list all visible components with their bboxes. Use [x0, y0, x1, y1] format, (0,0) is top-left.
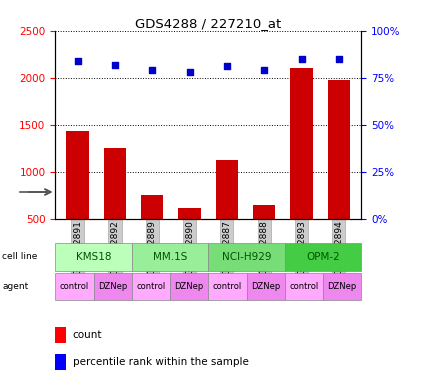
Bar: [141, 195, 164, 266]
Text: count: count: [73, 329, 102, 339]
Bar: [208, 273, 246, 300]
Text: OPM-2: OPM-2: [306, 252, 340, 262]
Text: percentile rank within the sample: percentile rank within the sample: [73, 357, 249, 367]
Bar: [104, 148, 126, 266]
Text: DZNep: DZNep: [98, 282, 127, 291]
Bar: [328, 79, 350, 266]
Text: DZNep: DZNep: [175, 282, 204, 291]
Point: [261, 67, 268, 73]
Text: MM.1S: MM.1S: [153, 252, 187, 262]
Bar: [208, 243, 285, 271]
Bar: [178, 208, 201, 266]
Text: control: control: [289, 282, 318, 291]
Point: [335, 56, 342, 62]
Bar: [66, 131, 89, 266]
Bar: [55, 326, 66, 343]
Bar: [246, 273, 285, 300]
Text: control: control: [60, 282, 89, 291]
Point: [74, 58, 81, 64]
Bar: [285, 243, 361, 271]
Text: cell line: cell line: [2, 252, 37, 262]
Bar: [55, 354, 66, 370]
Point: [298, 56, 305, 62]
Bar: [170, 273, 208, 300]
Bar: [94, 273, 132, 300]
Title: GDS4288 / 227210_at: GDS4288 / 227210_at: [135, 17, 281, 30]
Point: [149, 67, 156, 73]
Point: [186, 69, 193, 75]
Point: [111, 61, 118, 68]
Text: DZNep: DZNep: [328, 282, 357, 291]
Text: NCI-H929: NCI-H929: [222, 252, 271, 262]
Point: [224, 63, 230, 70]
Bar: [285, 273, 323, 300]
Bar: [55, 273, 94, 300]
Bar: [253, 205, 275, 266]
Bar: [132, 243, 208, 271]
Text: control: control: [136, 282, 165, 291]
Bar: [216, 160, 238, 266]
Text: control: control: [213, 282, 242, 291]
Bar: [55, 243, 132, 271]
Bar: [132, 273, 170, 300]
Text: KMS18: KMS18: [76, 252, 111, 262]
Text: agent: agent: [2, 282, 28, 291]
Bar: [323, 273, 361, 300]
Bar: [290, 68, 313, 266]
Text: DZNep: DZNep: [251, 282, 280, 291]
